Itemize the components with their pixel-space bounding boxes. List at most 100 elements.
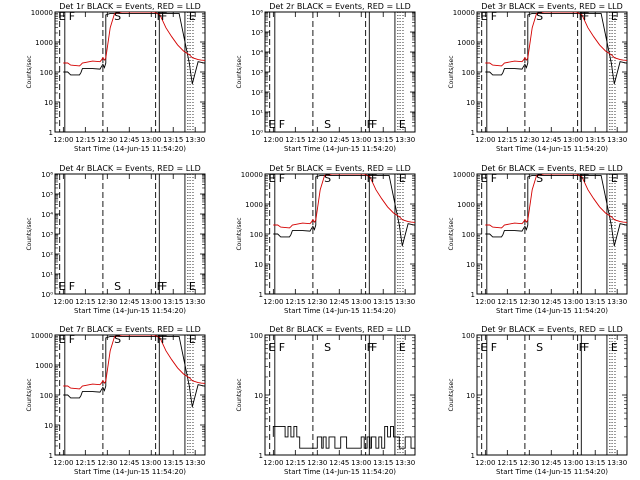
y-tick-label: 10 [466,261,475,269]
event-letter: F [579,10,585,23]
y-tick-label: 10 [254,261,263,269]
y-tick-label: 10¹ [251,109,263,117]
event-letter: S [324,118,331,131]
y-tick-label: 10² [251,89,263,97]
y-tick-label: 10⁰ [251,129,263,137]
event-letter: F [491,172,497,185]
series-line-a [272,425,415,449]
x-tick-label: 12:30 [519,136,539,144]
y-tick-label: 10000 [31,332,53,340]
event-letter: F [583,341,589,354]
x-tick-label: 12:30 [519,298,539,306]
x-tick-label: 12:30 [97,459,117,467]
y-tick-label: 10⁶ [251,9,263,17]
y-tick-label: 1000 [245,201,263,209]
y-tick-label: 100 [462,69,475,77]
y-tick-label: 10 [466,392,475,400]
panel-title: Det 9r BLACK = Events, RED = LLD [481,325,623,334]
event-letter: F [583,10,589,23]
event-letter: S [324,172,331,185]
x-axis-label: Start Time (14-Jun-15 11:54:20) [284,145,396,153]
x-tick-label: 12:15 [285,298,305,306]
x-tick-label: 13:00 [563,459,583,467]
x-tick-label: 12:00 [475,459,495,467]
x-tick-label: 13:00 [563,136,583,144]
y-tick-label: 10000 [453,9,475,17]
event-letter: E [268,341,275,354]
y-tick-label: 10⁵ [251,29,263,37]
event-letter: E [480,341,487,354]
event-letter: F [69,280,75,293]
y-tick-label: 10 [44,99,53,107]
panel-title: Det 2r BLACK = Events, RED = LLD [269,2,411,11]
event-letter: F [279,172,285,185]
y-tick-label: 10⁵ [41,191,53,199]
y-tick-label: 10³ [41,231,53,239]
panel-det-9r: Det 9r BLACK = Events, RED = LLD 12:00 12:… [448,325,628,476]
x-tick-label: 13:30 [185,298,205,306]
x-tick-label: 12:45 [541,298,561,306]
panel-title: Det 4r BLACK = Events, RED = LLD [59,164,201,173]
x-tick-label: 12:45 [329,136,349,144]
x-tick-label: 13:15 [585,136,605,144]
y-tick-label: 10² [41,251,53,259]
event-letter: F [491,341,497,354]
y-tick-label: 1 [259,452,263,460]
x-axis-label: Start Time (14-Jun-15 11:54:20) [74,307,186,315]
x-tick-label: 12:00 [53,298,73,306]
x-tick-label: 12:00 [475,136,495,144]
x-tick-label: 12:15 [285,136,305,144]
event-letter: E [480,172,487,185]
event-letter: F [157,333,163,346]
x-tick-label: 12:30 [307,136,327,144]
event-letter: F [583,172,589,185]
y-axis-label: Counts/sec [236,378,243,411]
event-letter: F [69,10,75,23]
y-tick-label: 10⁴ [41,211,53,219]
x-tick-label: 13:30 [185,459,205,467]
x-tick-label: 13:00 [141,136,161,144]
event-letter: S [114,333,121,346]
y-axis-label: Counts/sec [448,217,455,250]
y-tick-label: 1000 [35,39,53,47]
x-tick-label: 13:15 [373,459,393,467]
x-tick-label: 12:45 [541,459,561,467]
x-tick-label: 13:30 [395,136,415,144]
event-letter: E [399,172,406,185]
series-line-a [273,174,415,247]
event-letter: F [69,333,75,346]
x-tick-label: 13:15 [585,298,605,306]
event-letter: E [268,172,275,185]
x-tick-label: 13:15 [163,298,183,306]
x-tick-label: 13:30 [395,298,415,306]
x-tick-label: 12:15 [285,459,305,467]
y-tick-label: 1000 [35,362,53,370]
x-tick-label: 12:30 [97,136,117,144]
event-letter: F [367,118,373,131]
x-tick-label: 12:30 [307,459,327,467]
x-axis-label: Start Time (14-Jun-15 11:54:20) [284,468,396,476]
panel-title: Det 3r BLACK = Events, RED = LLD [481,2,623,11]
x-tick-label: 12:15 [75,298,95,306]
x-tick-label: 13:00 [351,459,371,467]
event-letter: E [611,172,618,185]
event-letter: E [480,10,487,23]
event-letter: E [189,333,196,346]
x-tick-label: 12:45 [119,298,139,306]
event-letter: F [367,341,373,354]
x-tick-label: 13:15 [163,459,183,467]
x-tick-label: 13:00 [563,298,583,306]
panel-det-3r: Det 3r BLACK = Events, RED = LLD 12:00 12:… [448,2,628,153]
y-tick-label: 100 [40,392,53,400]
y-tick-label: 10¹ [41,271,53,279]
x-tick-label: 13:30 [607,136,627,144]
x-axis-label: Start Time (14-Jun-15 11:54:20) [74,468,186,476]
event-letter: F [157,10,163,23]
event-letter: E [611,341,618,354]
